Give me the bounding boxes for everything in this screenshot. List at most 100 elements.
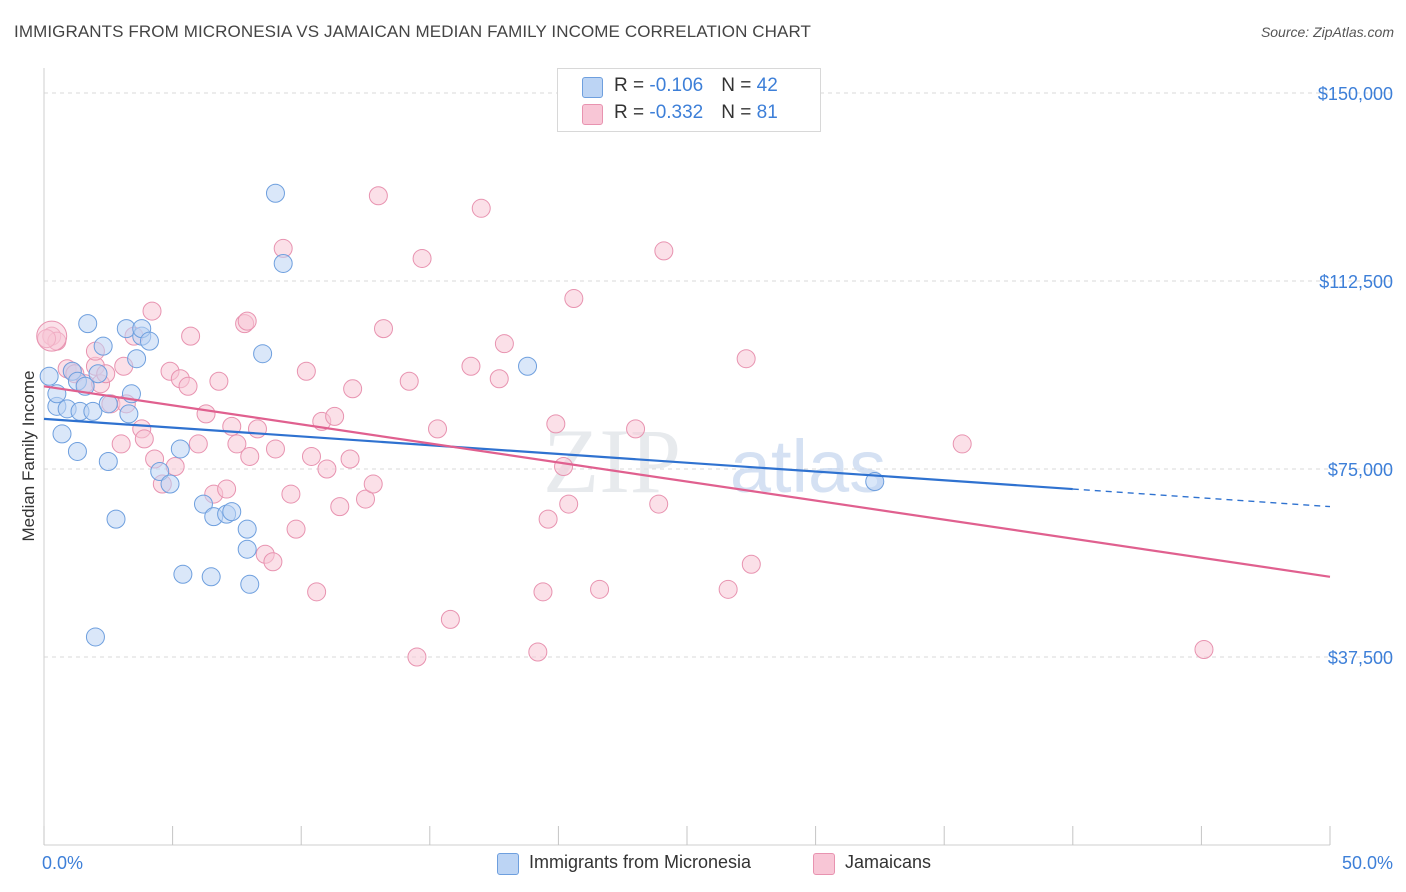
legend-swatch-jamaicans bbox=[582, 104, 603, 125]
legend-swatch-micronesia bbox=[582, 77, 603, 98]
legend-text: R = -0.106 N = 42 bbox=[614, 75, 778, 97]
jamaicans-point bbox=[412, 248, 432, 268]
jamaicans-point bbox=[134, 429, 154, 449]
micronesia-points bbox=[39, 183, 885, 647]
x-tick-label: 0.0% bbox=[42, 853, 83, 873]
micronesia-point bbox=[150, 462, 170, 482]
r-value: -0.332 bbox=[649, 102, 704, 123]
micronesia-point bbox=[83, 401, 103, 421]
jamaicans-point bbox=[546, 414, 566, 434]
legend-text: R = -0.332 N = 81 bbox=[614, 102, 778, 124]
y-axis-title: Median Family Income bbox=[19, 370, 38, 541]
micronesia-point bbox=[85, 627, 105, 647]
x-tick-label: 50.0% bbox=[1342, 853, 1393, 873]
jamaicans-point bbox=[554, 456, 574, 476]
micronesia-point bbox=[173, 564, 193, 584]
jamaicans-points bbox=[36, 186, 1214, 667]
jamaicans-point bbox=[1194, 639, 1214, 659]
jamaicans-point bbox=[356, 489, 375, 509]
n-value: 81 bbox=[756, 102, 778, 123]
jamaicans-point bbox=[340, 449, 360, 469]
chart-title: IMMIGRANTS FROM MICRONESIA VS JAMAICAN M… bbox=[14, 22, 812, 41]
jamaicans-point bbox=[538, 509, 558, 529]
jamaicans-point bbox=[307, 582, 327, 602]
jamaicans-point bbox=[196, 404, 216, 424]
micronesia-point bbox=[240, 574, 260, 594]
jamaicans-point bbox=[343, 379, 363, 399]
micronesia-point bbox=[78, 314, 98, 334]
jamaicans-point bbox=[654, 241, 674, 261]
jamaicans-point bbox=[494, 334, 514, 354]
y-tick-labels: $37,500 $75,000 $112,500 $150,000 bbox=[1318, 84, 1393, 668]
micronesia-point bbox=[222, 502, 242, 522]
jamaicans-point bbox=[325, 406, 345, 426]
n-label: N = bbox=[721, 75, 757, 96]
micronesia-trend-extension bbox=[1072, 488, 1331, 508]
jamaicans-point bbox=[399, 371, 419, 391]
jamaicans-point bbox=[317, 459, 337, 479]
jamaicans-point bbox=[363, 474, 383, 494]
micronesia-point bbox=[39, 366, 59, 386]
x-tick-labels: 0.0% 50.0% bbox=[42, 853, 1393, 873]
series-legend: Immigrants from Micronesia Jamaicans bbox=[0, 852, 1406, 878]
jamaicans-point bbox=[368, 186, 388, 206]
r-label: R = bbox=[614, 75, 650, 96]
jamaicans-point bbox=[281, 484, 301, 504]
jamaicans-point bbox=[626, 419, 646, 439]
watermark: ZIP atlas bbox=[543, 410, 886, 512]
micronesia-point bbox=[93, 336, 113, 356]
micronesia-point bbox=[518, 356, 538, 376]
micronesia-point bbox=[127, 349, 147, 369]
micronesia-point bbox=[865, 472, 885, 492]
y-tick-label: $37,500 bbox=[1328, 648, 1393, 668]
micronesia-point bbox=[139, 331, 159, 351]
micronesia-point bbox=[98, 451, 118, 471]
micronesia-point bbox=[170, 439, 190, 459]
jamaicans-point bbox=[428, 419, 448, 439]
micronesia-point bbox=[265, 183, 285, 203]
trend-lines bbox=[43, 385, 1331, 578]
jamaicans-point bbox=[330, 497, 350, 517]
n-value: 42 bbox=[756, 75, 778, 96]
legend-swatch-micronesia bbox=[497, 853, 519, 875]
n-label: N = bbox=[721, 102, 757, 123]
jamaicans-point bbox=[181, 326, 201, 346]
jamaicans-point bbox=[217, 479, 237, 499]
micronesia-point bbox=[160, 474, 180, 494]
micronesia-point bbox=[201, 567, 221, 587]
jamaicans-point bbox=[247, 419, 267, 439]
jamaicans-point bbox=[286, 519, 306, 539]
jamaicans-point bbox=[440, 609, 460, 629]
jamaicans-point bbox=[952, 434, 972, 454]
jamaicans-point bbox=[407, 647, 427, 667]
jamaicans-point bbox=[461, 356, 481, 376]
micronesia-point bbox=[119, 404, 139, 424]
jamaicans-point bbox=[564, 289, 584, 309]
jamaicans-point bbox=[188, 434, 208, 454]
legend-label-micronesia: Immigrants from Micronesia bbox=[529, 852, 752, 872]
axes bbox=[43, 68, 1331, 846]
jamaicans-point bbox=[240, 446, 260, 466]
jamaicans-point-cluster bbox=[36, 320, 68, 352]
r-value: -0.106 bbox=[649, 75, 704, 96]
micronesia-point bbox=[253, 344, 273, 364]
jamaicans-point bbox=[741, 554, 761, 574]
micronesia-point bbox=[88, 364, 108, 384]
jamaicans-trend-line bbox=[43, 385, 1331, 578]
y-tick-label: $112,500 bbox=[1319, 272, 1393, 292]
jamaicans-point bbox=[590, 579, 610, 599]
stats-legend: R = -0.106 N = 42 R = -0.332 N = 81 bbox=[557, 68, 821, 132]
jamaicans-point bbox=[533, 582, 553, 602]
jamaicans-point bbox=[209, 371, 229, 391]
micronesia-point bbox=[106, 509, 126, 529]
legend-label-jamaicans: Jamaicans bbox=[845, 852, 932, 872]
micronesia-point bbox=[193, 494, 213, 514]
jamaicans-point bbox=[471, 198, 491, 218]
micronesia-trend-line bbox=[43, 417, 1073, 491]
jamaicans-point bbox=[374, 319, 394, 339]
micronesia-point bbox=[237, 539, 257, 559]
jamaicans-point bbox=[263, 552, 283, 572]
micronesia-point bbox=[273, 253, 293, 273]
jamaicans-point bbox=[736, 349, 756, 369]
